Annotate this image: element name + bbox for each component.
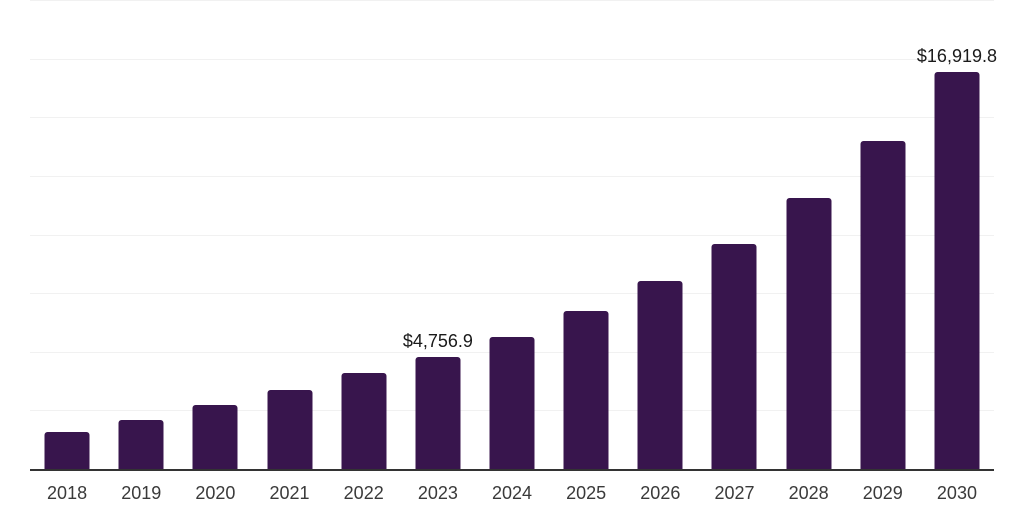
bar-slot-2024	[475, 0, 549, 469]
bar-2021[interactable]	[267, 390, 313, 469]
bar-slot-2022	[327, 0, 401, 469]
bar-2024[interactable]	[489, 336, 535, 469]
bar-slot-2030: $16,919.8	[916, 0, 997, 469]
bar-value-label-2030: $16,919.8	[916, 46, 997, 67]
x-tick-2029: 2029	[862, 483, 903, 503]
x-axis-labels: 2018 2019 2020 2021 2022 2023 2024 2025 2026 2027…	[30, 484, 994, 502]
bar-slot-2026	[623, 0, 697, 469]
bar-slot-2023: $4,756.9	[401, 0, 475, 469]
bar-slot-2029	[846, 0, 920, 469]
x-tick-2022: 2022	[343, 483, 384, 503]
bar-slot-2020	[178, 0, 252, 469]
bar-value-label-2023: $4,756.9	[402, 331, 473, 352]
bar-2025[interactable]	[563, 311, 609, 469]
x-tick-2021: 2021	[269, 483, 310, 503]
x-tick-2030: 2030	[936, 483, 977, 503]
bar-slot-2019	[104, 0, 178, 469]
bar-2030[interactable]	[934, 72, 980, 469]
bar-2020[interactable]	[192, 405, 238, 469]
x-tick-2028: 2028	[788, 483, 829, 503]
x-tick-2023: 2023	[417, 483, 458, 503]
bar-2022[interactable]	[341, 373, 387, 469]
x-tick-2024: 2024	[491, 483, 533, 503]
bar-2029[interactable]	[860, 141, 906, 469]
plot-area: $4,756.9 $16,919.8	[30, 0, 997, 471]
bar-slot-2021	[252, 0, 326, 469]
bar-slot-2028	[772, 0, 846, 469]
bar-2023[interactable]	[415, 357, 461, 469]
x-tick-2019: 2019	[121, 483, 162, 503]
bar-slot-2025	[549, 0, 623, 469]
bar-2027[interactable]	[711, 243, 757, 469]
x-tick-2026: 2026	[640, 483, 681, 503]
bar-slot-2018	[30, 0, 104, 469]
bar-2019[interactable]	[118, 419, 164, 469]
x-tick-2018: 2018	[47, 483, 88, 503]
x-tick-2027: 2027	[714, 483, 755, 503]
bar-2026[interactable]	[637, 280, 683, 469]
bar-2018[interactable]	[44, 432, 90, 469]
x-tick-2020: 2020	[195, 483, 236, 503]
bar-slot-2027	[697, 0, 771, 469]
x-tick-2025: 2025	[566, 483, 607, 503]
bar-2028[interactable]	[786, 197, 832, 469]
